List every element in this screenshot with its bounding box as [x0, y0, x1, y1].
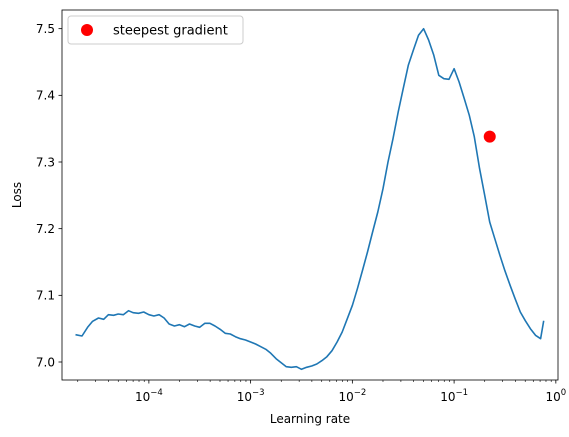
axes-frame [61, 9, 559, 381]
y-axis-label: Loss [10, 182, 24, 208]
x-tick-label: 10−4 [135, 388, 163, 404]
series-layer [75, 27, 545, 371]
x-tick-label: 10−3 [237, 388, 265, 404]
y-axis-ticks: 7.0 7.1 7.2 7.3 7.4 7.5 [36, 22, 62, 369]
legend: steepest gradient [67, 15, 244, 45]
legend-marker-red-dot [81, 24, 93, 36]
steepest-gradient-marker [483, 130, 496, 143]
y-tick-label: 7.5 [36, 22, 55, 36]
loss-curve-line [75, 27, 545, 371]
plot-area [61, 9, 559, 381]
x-tick-label: 100 [545, 388, 566, 404]
legend-box [67, 15, 244, 45]
x-tick-label: 10−1 [440, 388, 468, 404]
x-tick-label: 10−2 [338, 388, 366, 404]
y-tick-label: 7.1 [36, 289, 55, 303]
y-tick-label: 7.4 [36, 89, 55, 103]
y-tick-label: 7.3 [36, 155, 55, 169]
y-tick-label: 7.2 [36, 222, 55, 236]
x-axis-ticks: 10−4 10−3 10−2 10−1 100 [77, 380, 566, 404]
y-tick-label: 7.0 [36, 355, 55, 369]
x-axis-label: Learning rate [270, 412, 350, 426]
legend-label-steepest-gradient: steepest gradient [113, 24, 228, 39]
